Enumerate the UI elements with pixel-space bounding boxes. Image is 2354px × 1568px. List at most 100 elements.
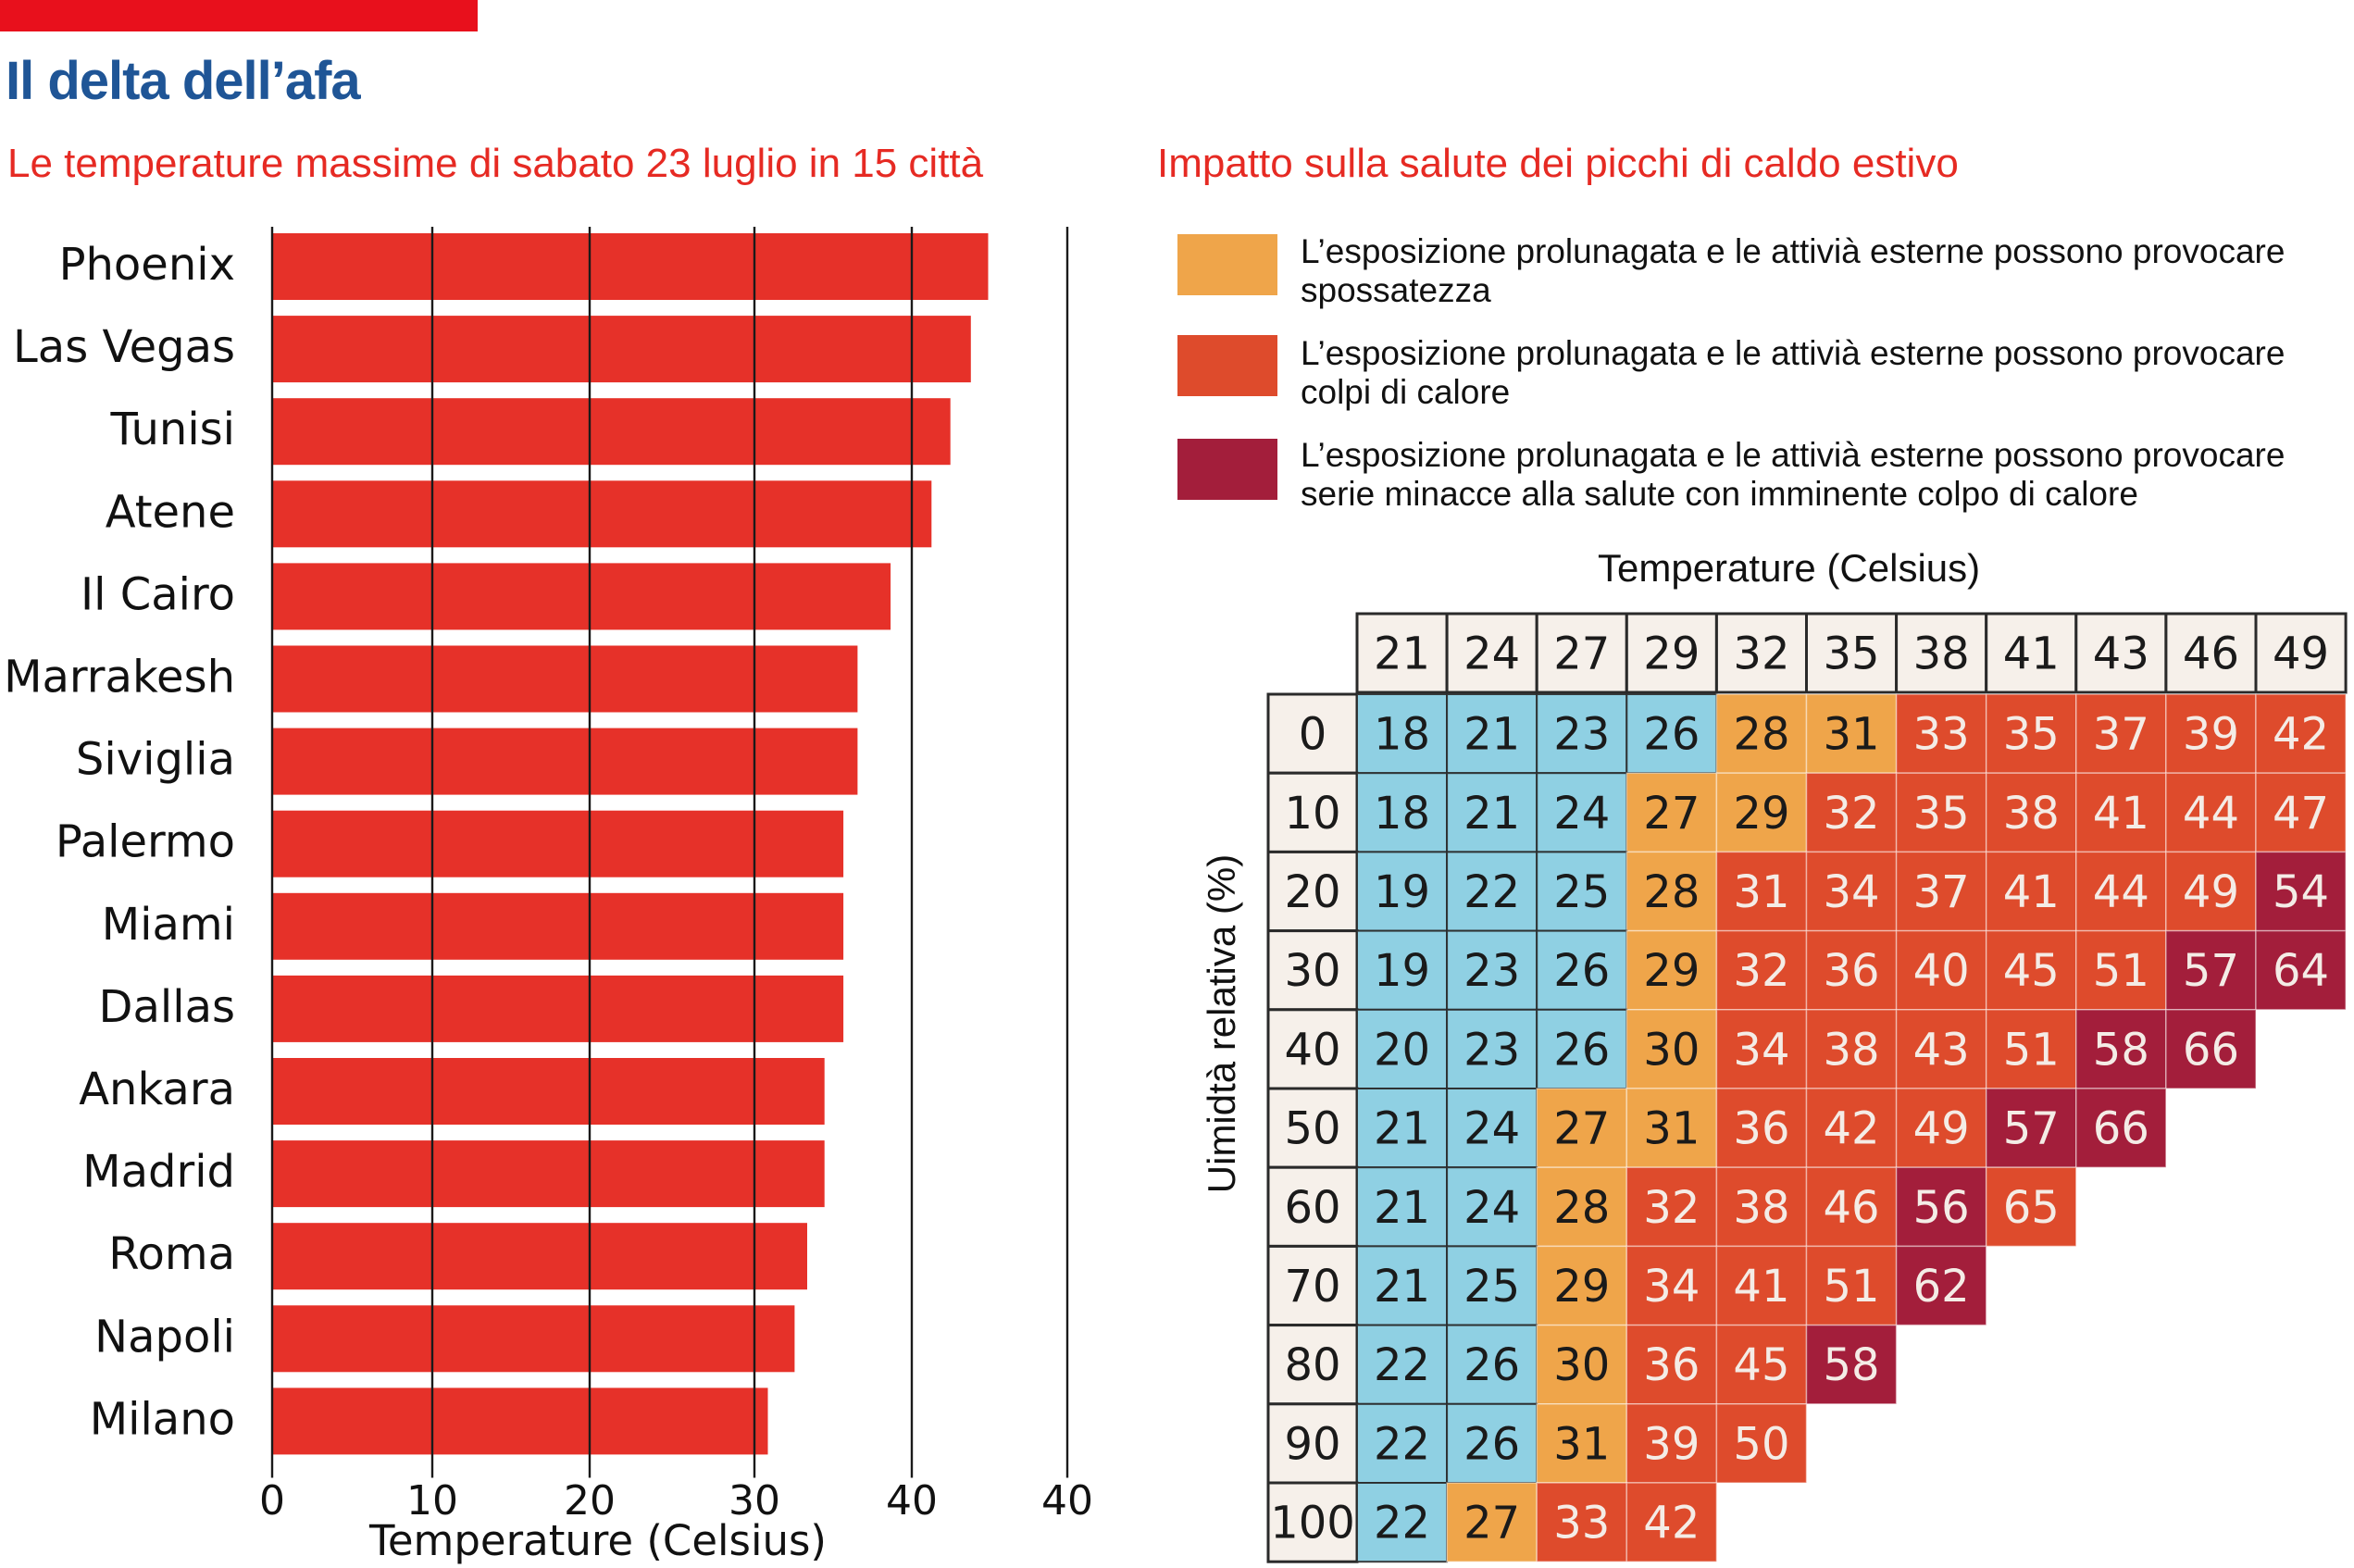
top-accent-bar — [0, 0, 478, 31]
heatmap-cell-value: 31 — [1824, 709, 1880, 761]
heatmap-cell-value: 46 — [1824, 1182, 1880, 1234]
x-tick-label: 40 — [886, 1477, 938, 1524]
row-header-cell — [1266, 850, 1359, 933]
heatmap-cell-value: 41 — [1733, 1261, 1789, 1313]
column-header-cell — [2254, 612, 2348, 694]
heatmap-cell-cool — [1536, 929, 1628, 1011]
heatmap-cell-cool — [1356, 693, 1449, 775]
heatmap-cell-value: 23 — [1463, 945, 1520, 997]
heatmap-cell-danger — [1805, 929, 1898, 1011]
column-header-cell — [1714, 612, 1809, 694]
heatmap-cell-value: 30 — [1643, 1024, 1700, 1076]
heatmap-cell-extreme — [2165, 1009, 2257, 1089]
heatmap-cell-danger — [1715, 1403, 1808, 1484]
heatmap-cell-cool — [1446, 772, 1538, 853]
bar-marrakesh — [272, 645, 858, 713]
heatmap-cell-value: 32 — [1824, 788, 1880, 840]
category-label: Las Vegas — [13, 321, 235, 373]
legend-text-extreme: L’esposizione prolunagata e le attivià e… — [1301, 436, 2347, 514]
heatmap-cell-value: 58 — [2093, 1024, 2149, 1076]
row-header-cell — [1266, 1008, 1359, 1090]
legend-text-danger-line2: colpi di calore — [1301, 373, 1511, 411]
bar-miami — [272, 892, 844, 960]
heatmap-cell-value: 19 — [1374, 866, 1430, 918]
heatmap-cell-value: 50 — [1733, 1418, 1789, 1470]
heatmap-cell-caution — [1536, 1324, 1628, 1405]
heatmap-cell-extreme — [2255, 851, 2347, 932]
heatmap-cell-value: 34 — [1643, 1261, 1700, 1313]
bar-tunisi — [272, 398, 951, 466]
column-header-label: 49 — [2273, 628, 2329, 680]
heatmap-cell-caution — [1536, 1403, 1628, 1484]
bar-il-cairo — [272, 563, 891, 630]
heatmap-cell-cool — [1356, 1088, 1449, 1169]
heatmap-cell-danger — [1985, 693, 2077, 774]
category-label: Madrid — [82, 1146, 235, 1198]
heatmap-cell-caution — [1625, 1009, 1718, 1089]
bar-chart: Phoenix Las Vegas Tunisi Atene Il Cairo Marra… — [4, 227, 1093, 1565]
heatmap-cell-value: 19 — [1374, 945, 1430, 997]
heatmap-cell-danger — [1536, 1482, 1628, 1562]
x-tick-label: 30 — [729, 1477, 780, 1524]
heatmap-cell-value: 22 — [1374, 1498, 1430, 1549]
legend-text-caution: L’esposizione prolunagata e le attivià e… — [1301, 232, 2347, 310]
heatmap-cell-value: 38 — [1824, 1024, 1880, 1076]
heatmap-cell-value: 44 — [2093, 866, 2149, 918]
heatmap-cell-caution — [1715, 772, 1808, 853]
heatmap-cell-value: 31 — [1733, 866, 1789, 918]
heatmap-cell-danger — [1805, 1088, 1898, 1168]
legend-swatch-extreme — [1177, 439, 1277, 500]
heatmap-cell-cool — [1356, 1402, 1449, 1485]
category-label: Milano — [90, 1393, 235, 1445]
heatmap-cell-cool — [1446, 1088, 1538, 1169]
heatmap-cell-value: 21 — [1463, 788, 1520, 840]
column-header-label: 46 — [2183, 628, 2239, 680]
legend-text-caution-line2: spossatezza — [1301, 271, 1491, 309]
heatmap-cell-value: 49 — [2183, 866, 2239, 918]
heatmap-cell-value: 31 — [1643, 1103, 1700, 1155]
heatmap-cell-value: 29 — [1553, 1261, 1610, 1313]
heatmap-cell-extreme — [1985, 1088, 2077, 1168]
heatmap-cell-value: 36 — [1733, 1103, 1789, 1155]
bar-palermo — [272, 810, 844, 877]
heatmap-cell-extreme — [2255, 929, 2347, 1011]
heatmap-cell-value: 51 — [2003, 1024, 2060, 1076]
heatmap-cell-extreme — [2075, 1088, 2167, 1168]
heatmap-cell-danger — [1715, 929, 1808, 1011]
heatmap-cell-cool — [1536, 772, 1628, 853]
heatmap-cell-danger — [1895, 1009, 1987, 1089]
heatmap-cell-cool — [1446, 693, 1538, 775]
bar-siviglia — [272, 728, 858, 795]
heatmap-cell-value: 39 — [1643, 1418, 1700, 1470]
heatmap-cell-value: 22 — [1463, 866, 1520, 918]
column-header-label: 21 — [1374, 628, 1430, 680]
x-tick-label: 0 — [259, 1477, 285, 1524]
heatmap-cell-cool — [1356, 1245, 1449, 1326]
row-header-cell — [1266, 1244, 1359, 1327]
heatmap-cell-danger — [1895, 851, 1987, 932]
x-axis-label: Temperature (Celsius) — [368, 1516, 827, 1565]
heatmap-cell-danger — [1805, 851, 1898, 932]
heatmap-cell-value: 36 — [1824, 945, 1880, 997]
legend-text-caution-line1: L’esposizione prolunagata e le attivià e… — [1301, 232, 2285, 270]
heatmap-cell-extreme — [1805, 1324, 1898, 1405]
x-tick-label: 10 — [406, 1477, 458, 1524]
heatmap-cell-value: 51 — [1824, 1261, 1880, 1313]
category-label: Ankara — [79, 1064, 235, 1115]
heatmap-cell-caution — [1625, 772, 1718, 853]
heatmap-cell-danger — [2075, 929, 2167, 1011]
heatmap-cell-danger — [1985, 772, 2077, 853]
heatmap-cell-value: 30 — [1553, 1339, 1610, 1391]
heatmap-cell-value: 25 — [1463, 1261, 1520, 1313]
legend-swatch-danger — [1177, 335, 1277, 396]
heatmap-cell-value: 34 — [1824, 866, 1880, 918]
heatmap-cell-value: 20 — [1374, 1024, 1430, 1076]
heatmap-cell-value: 21 — [1463, 709, 1520, 761]
heatmap-cell-caution — [1536, 1166, 1628, 1248]
row-header-label: 40 — [1284, 1024, 1340, 1076]
column-header-cell — [2074, 612, 2168, 694]
column-header-cell — [2164, 612, 2258, 694]
column-header-label: 32 — [1733, 628, 1789, 680]
heatmap-cell-value: 24 — [1463, 1182, 1520, 1234]
heatmap-cell-danger — [1625, 1482, 1718, 1562]
